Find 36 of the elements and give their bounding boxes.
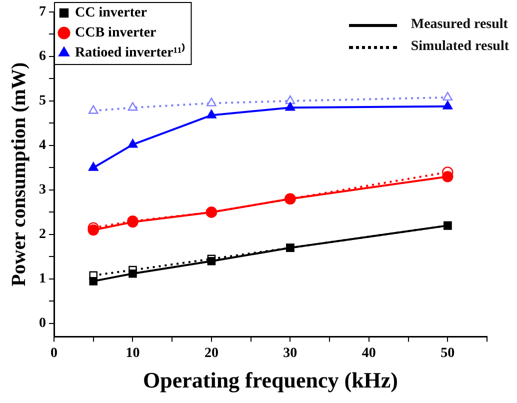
point bbox=[88, 105, 98, 114]
y-axis-title: Power consumption (mW) bbox=[8, 62, 30, 286]
legend-label: CCB inverter bbox=[75, 26, 156, 41]
y-tick-label: 3 bbox=[39, 182, 46, 198]
point bbox=[128, 102, 138, 111]
point bbox=[207, 257, 216, 266]
x-tick-label: 30 bbox=[283, 346, 298, 361]
y-tick-label: 7 bbox=[39, 4, 46, 20]
legend-label: Ratioed inverter¹¹⁾ bbox=[75, 44, 185, 61]
annotation: Measured result bbox=[410, 17, 508, 33]
y-tick-label: 0 bbox=[39, 316, 46, 332]
point bbox=[88, 224, 99, 236]
legend-label: CC inverter bbox=[75, 6, 147, 21]
point bbox=[442, 100, 453, 110]
x-tick-label: 0 bbox=[50, 346, 58, 361]
y-tick-label: 4 bbox=[39, 138, 46, 154]
point bbox=[285, 95, 296, 104]
point bbox=[89, 277, 98, 286]
y-tick-label: 5 bbox=[39, 94, 46, 109]
y-tick-label: 2 bbox=[39, 227, 46, 242]
point bbox=[88, 162, 98, 171]
x-tick-label: 10 bbox=[126, 346, 140, 361]
point bbox=[128, 269, 137, 278]
point bbox=[442, 171, 454, 182]
point bbox=[206, 98, 216, 106]
point bbox=[285, 102, 296, 111]
x-tick-label: 40 bbox=[362, 346, 376, 361]
x-tick-label: 20 bbox=[204, 346, 218, 361]
annotation: Simulated result bbox=[410, 39, 509, 55]
point bbox=[128, 138, 138, 148]
point bbox=[442, 92, 453, 101]
x-axis-title: Operating frequency (kHz) bbox=[142, 367, 398, 392]
y-tick-label: 6 bbox=[39, 49, 46, 64]
y-tick-label: 1 bbox=[39, 272, 46, 287]
point bbox=[206, 110, 216, 118]
x-tick-label: 50 bbox=[440, 346, 455, 361]
